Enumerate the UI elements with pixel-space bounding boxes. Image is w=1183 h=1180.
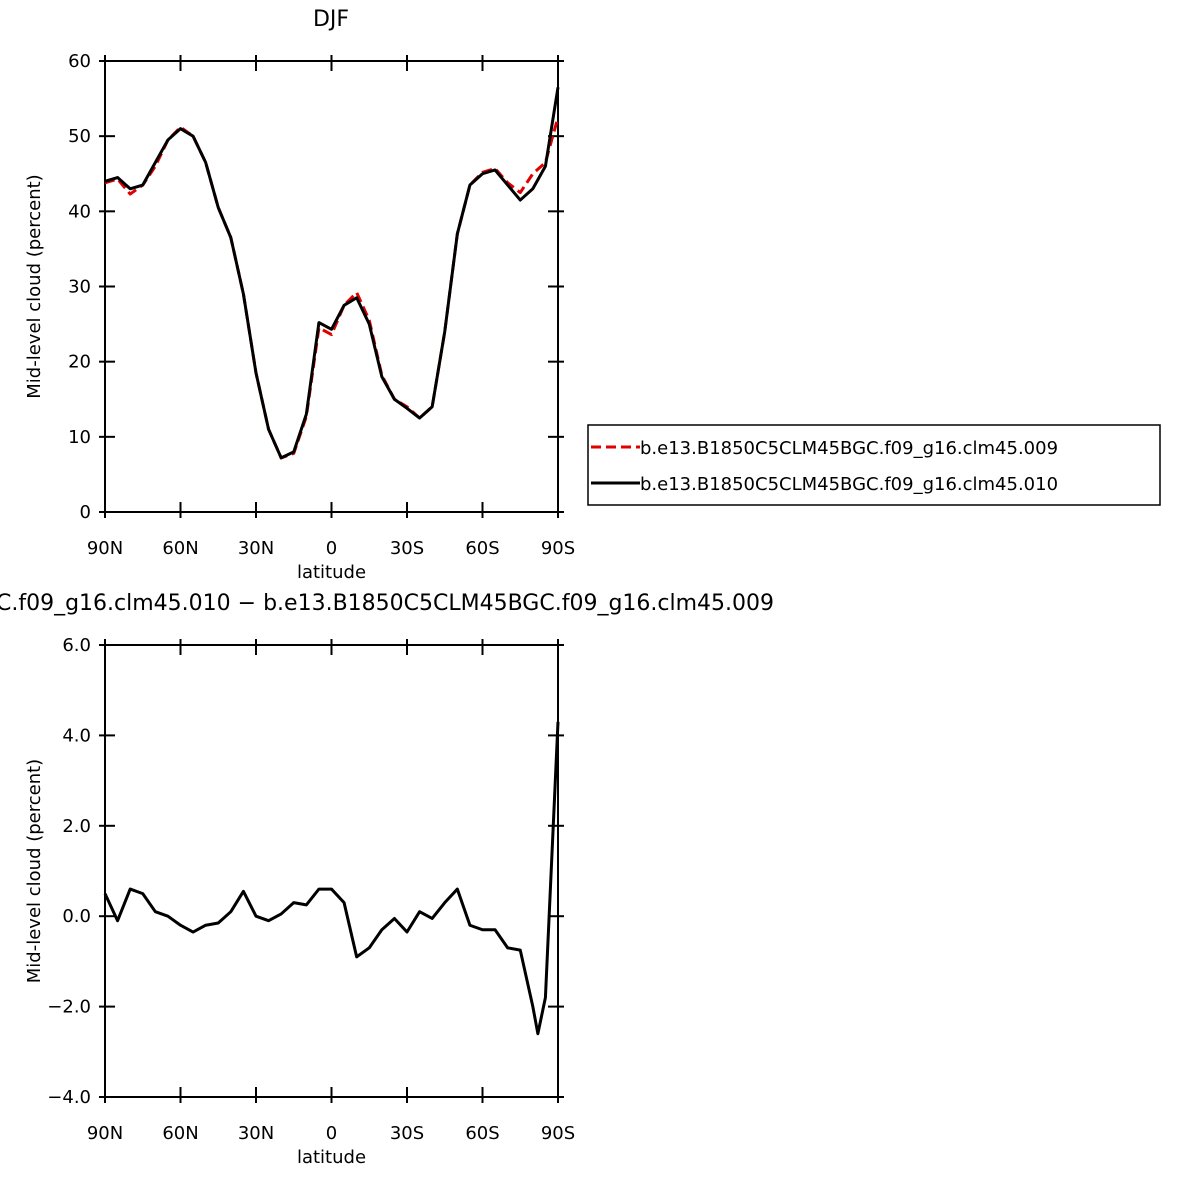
x-tick-label: 90S [541,1123,575,1144]
x-tick-label: 30S [390,538,424,559]
x-tick-label: 0 [326,1123,337,1144]
y-tick-label: 50 [68,126,91,147]
y-tick-label: 6.0 [62,635,91,656]
y-axis-label: Mid-level cloud (percent) [24,759,45,983]
x-tick-label: 60S [465,1123,499,1144]
x-tick-label: 0 [326,538,337,559]
data-line [103,721,560,1036]
y-tick-label: 0.0 [62,906,91,927]
y-tick-label: −2.0 [47,997,91,1018]
y-tick-label: 2.0 [62,816,91,837]
y-tick-label: 20 [68,352,91,373]
y-tick-label: 60 [68,51,91,72]
legend-label: b.e13.B1850C5CLM45BGC.f09_g16.clm45.009 [640,438,1058,459]
y-tick-label: 30 [68,277,91,298]
data-line [104,87,560,460]
y-tick-label: 4.0 [62,725,91,746]
x-tick-label: 60N [162,538,198,559]
y-tick-label: −4.0 [47,1087,91,1108]
y-tick-label: 40 [68,201,91,222]
x-tick-label: 90N [87,538,123,559]
y-tick-label: 0 [80,502,91,523]
chart-title: DJF [313,7,349,32]
x-axis-label: latitude [297,1147,366,1168]
x-tick-label: 60S [465,538,499,559]
x-tick-label: 30N [238,538,274,559]
x-tick-label: 90N [87,1123,123,1144]
y-axis-label: Mid-level cloud (percent) [24,174,45,398]
plot-frame [104,644,559,1098]
x-tick-label: 90S [541,538,575,559]
legend-box [587,424,1161,506]
x-tick-label: 30N [238,1123,274,1144]
legend-label: b.e13.B1850C5CLM45BGC.f09_g16.clm45.010 [640,474,1058,495]
plot-frame [104,60,559,513]
x-tick-label: 30S [390,1123,424,1144]
data-line [104,116,560,460]
y-tick-label: 10 [68,427,91,448]
chart-title: C.f09_g16.clm45.010 − b.e13.B1850C5CLM45… [0,591,774,616]
x-axis-label: latitude [297,562,366,583]
x-tick-label: 60N [162,1123,198,1144]
